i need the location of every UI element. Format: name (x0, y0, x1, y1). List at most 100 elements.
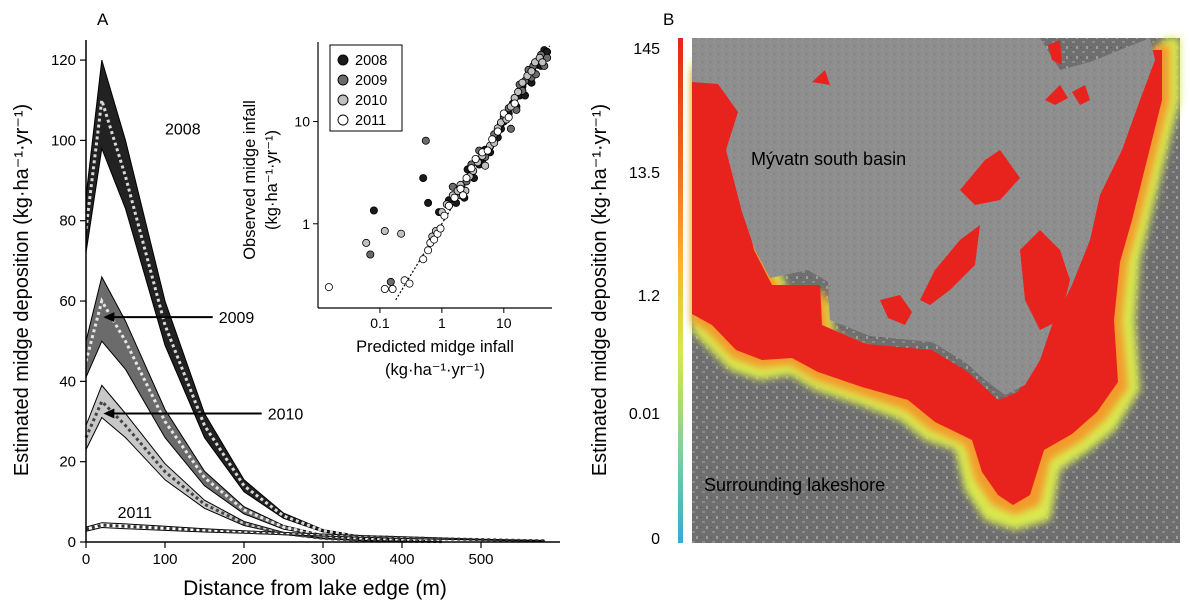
point-2010 (380, 226, 389, 235)
colorbar-tick-label: 0.01 (629, 406, 660, 423)
point-2010 (362, 238, 371, 247)
island-7 (1048, 40, 1062, 65)
main-x-tick-label: 500 (468, 551, 493, 568)
island-4 (880, 295, 912, 325)
inset-x-tick-label: 10 (496, 315, 512, 331)
point-2009 (366, 250, 375, 259)
point-2008 (419, 174, 428, 183)
island-5 (1045, 85, 1068, 105)
point-2011 (430, 235, 439, 244)
main-plot: 0 100 200 300 400 500 0 20 40 60 80 100 120 2008 2009… (11, 40, 560, 600)
legend-label-2009: 2009 (355, 73, 387, 89)
point-2011 (504, 113, 513, 122)
map-label-lakeshore: Surrounding lakeshore (704, 475, 885, 495)
main-series-layer (84, 59, 545, 544)
point-2011 (471, 154, 480, 163)
main-series-labels: 2008 2009 2010 2011 (103, 121, 303, 522)
point-2011 (380, 284, 389, 293)
point-2010 (397, 229, 406, 238)
point-2011 (450, 193, 459, 202)
point-2011 (440, 211, 449, 220)
inset-axes: 0.1 1 10 1 10 (294, 42, 552, 331)
arrow-head-2010 (103, 408, 115, 419)
island-8 (1072, 85, 1090, 105)
island-6 (812, 70, 830, 85)
inset-y-tick-label: 10 (294, 114, 310, 130)
inset-legend: 2008 2009 2010 2011 (329, 44, 403, 132)
inset-x-tick-label: 1 (438, 315, 446, 331)
center-line-2011 (85, 523, 545, 543)
legend-marker-2010 (337, 94, 349, 106)
island-2 (920, 225, 980, 305)
main-x-tick-label: 100 (152, 551, 177, 568)
center-line-2009 (84, 297, 442, 544)
island-1 (960, 150, 1020, 205)
point-2010 (527, 67, 536, 76)
inset-y-axis-label: Observed midge infall (241, 100, 259, 260)
point-2009 (506, 124, 515, 133)
main-y-tick-label: 60 (59, 293, 76, 310)
main-y-tick-label: 0 (68, 534, 76, 551)
main-y-tick-label: 120 (51, 52, 76, 69)
island-3 (1020, 230, 1070, 330)
point-2011 (424, 246, 433, 255)
point-2009 (421, 136, 430, 145)
point-2011 (493, 127, 502, 136)
main-x-tick-label: 400 (389, 551, 414, 568)
inset-y-axis-units: (kg·ha⁻¹·yr⁻¹) (263, 130, 281, 230)
point-2011 (462, 174, 471, 183)
point-2009 (386, 277, 395, 286)
main-y-tick-label: 80 (59, 213, 76, 230)
point-2011 (483, 146, 492, 155)
legend-marker-2009 (337, 74, 349, 86)
inset-x-axis-label: Predicted midge infall (356, 338, 514, 356)
colorbar-tick-label: 13.5 (629, 165, 660, 182)
map-panel: Mývatn south basin Surrounding lakeshore (692, 38, 1180, 543)
map-label-lake: Mývatn south basin (751, 149, 906, 169)
colorbar-gradient (678, 38, 683, 543)
point-2008 (369, 206, 378, 215)
legend-marker-2011 (337, 114, 349, 126)
center-line-2008 (84, 99, 442, 543)
legend-label-2010: 2010 (355, 93, 387, 109)
inset-x-axis-units: (kg·ha⁻¹·yr⁻¹) (385, 361, 485, 379)
legend-marker-2008 (337, 54, 349, 66)
series-label-2010: 2010 (268, 406, 304, 423)
main-x-tick-label: 200 (231, 551, 256, 568)
main-x-tick-label: 0 (82, 551, 90, 568)
deposition-zone-red (692, 50, 1162, 505)
point-2010 (518, 78, 527, 87)
point-2011 (467, 164, 476, 173)
center-line-2010 (84, 398, 442, 544)
main-y-tick-label: 40 (59, 373, 76, 390)
panel-label-b: B (663, 10, 674, 29)
main-x-tick-label: 300 (310, 551, 335, 568)
point-2011 (436, 224, 445, 233)
inset-y-tick-label: 1 (302, 216, 310, 232)
point-2011 (444, 201, 453, 210)
point-2011 (388, 284, 397, 293)
point-2010 (514, 87, 523, 96)
legend-label-2011: 2011 (355, 113, 386, 129)
main-axes: 0 100 200 300 400 500 0 20 40 60 80 100 120 (51, 40, 560, 568)
main-x-axis-label: Distance from lake edge (m) (183, 577, 447, 600)
point-2011 (405, 279, 414, 288)
main-y-tick-label: 100 (51, 132, 76, 149)
inset-points-layer (324, 45, 552, 301)
point-2011 (459, 191, 468, 200)
point-2010 (481, 161, 490, 170)
panel-label-a: A (97, 10, 109, 29)
point-2011 (488, 135, 497, 144)
point-2008 (424, 198, 433, 207)
colorbar-tick-label: 1.2 (638, 288, 660, 305)
inset-plot: 0.1 1 10 1 10 2008 2009 2010 2011 Predicted mid… (241, 40, 554, 379)
point-2011 (510, 99, 519, 108)
series-label-2011: 2011 (118, 505, 153, 522)
series-label-2008: 2008 (165, 121, 201, 138)
main-y-tick-label: 20 (59, 454, 76, 471)
inset-x-tick-label: 0.1 (370, 315, 390, 331)
colorbar-label: Estimated midge deposition (kg·ha⁻¹·yr⁻¹… (589, 104, 611, 476)
point-2011 (324, 283, 333, 292)
point-2010 (538, 58, 547, 67)
